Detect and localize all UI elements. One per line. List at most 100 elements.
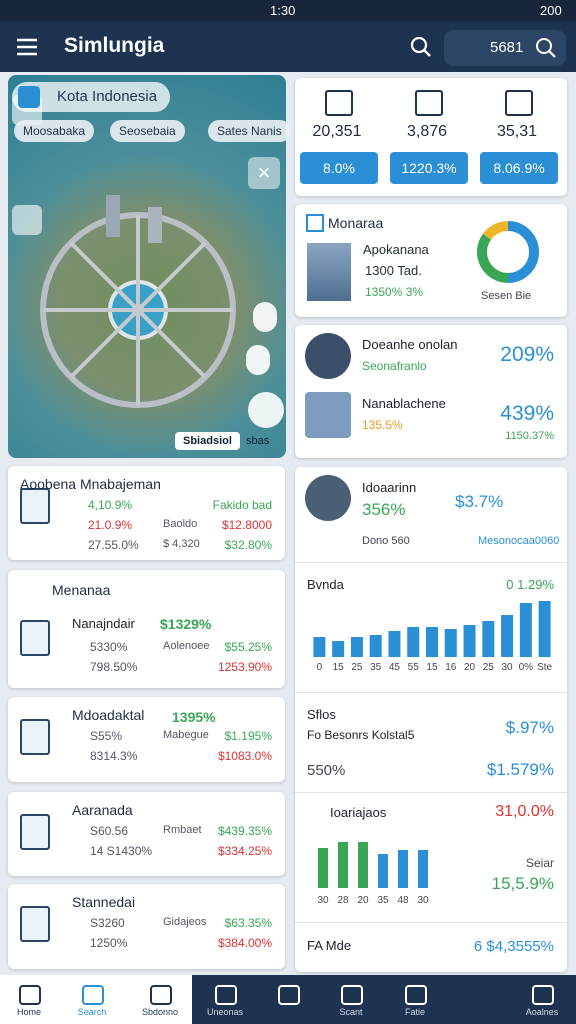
kpi-sub: Seonafranlo bbox=[362, 359, 427, 373]
stat-badge[interactable]: 8.06.9% bbox=[480, 152, 558, 184]
bar bbox=[318, 848, 328, 888]
person-change: $3.7% bbox=[455, 492, 504, 511]
bar bbox=[538, 601, 551, 657]
summary-value: 15,5.9% bbox=[491, 874, 554, 893]
map-chip[interactable]: Moosabaka bbox=[14, 120, 95, 142]
footer-label: FA Mde bbox=[307, 938, 352, 953]
row-label: Gidajeos bbox=[163, 916, 207, 928]
summary-card bbox=[8, 570, 285, 688]
nav-bar-left bbox=[0, 975, 192, 1024]
stat-value: 20,351 bbox=[312, 123, 362, 140]
sales-line: Fo Besonrs Kolstal5 bbox=[307, 728, 415, 742]
nav-icon[interactable] bbox=[405, 985, 427, 1005]
stat-icon bbox=[415, 90, 443, 116]
bar bbox=[369, 635, 382, 657]
row-amount: $1.195% bbox=[224, 729, 272, 743]
person-name: Idoaarinn bbox=[362, 480, 417, 495]
avatar-image bbox=[305, 475, 351, 521]
donut-line: 1350% 3% bbox=[365, 285, 424, 299]
donut-segment bbox=[477, 233, 509, 283]
stat-icon bbox=[505, 90, 533, 116]
nav-label[interactable]: Aoalnes bbox=[525, 1007, 559, 1017]
card-value: $1329% bbox=[160, 616, 212, 632]
summary-card bbox=[8, 697, 285, 782]
nav-label[interactable]: Home bbox=[16, 1007, 41, 1017]
divider bbox=[295, 922, 567, 923]
map-chip[interactable]: Seosebaia bbox=[110, 120, 185, 142]
donut-legend: Sesen Bie bbox=[481, 290, 532, 302]
bar bbox=[426, 627, 438, 657]
nav-icon[interactable] bbox=[19, 985, 41, 1005]
card-title: Monaraa bbox=[328, 215, 384, 231]
sales-title: Sflos bbox=[307, 707, 336, 722]
nav-icon[interactable] bbox=[341, 985, 363, 1005]
stat-badge[interactable]: 1220.3% bbox=[390, 152, 468, 184]
x-tick-label: 15 bbox=[426, 662, 438, 673]
row-label: Rmbaet bbox=[163, 824, 202, 836]
nav-label[interactable]: Search bbox=[77, 1007, 107, 1017]
chart-title: Bvnda bbox=[307, 577, 344, 592]
divider bbox=[295, 792, 567, 793]
search-pill[interactable] bbox=[444, 30, 566, 66]
stat-value: 35,31 bbox=[496, 123, 538, 140]
x-tick-label: 0 bbox=[316, 662, 323, 673]
search-icon bbox=[536, 38, 556, 58]
person-footer: Dono 560 bbox=[362, 535, 410, 547]
x-tick-label: 45 bbox=[388, 662, 400, 673]
nav-icon[interactable] bbox=[278, 985, 300, 1005]
card-title: Aaranada bbox=[72, 802, 133, 818]
x-tick-label: 15 bbox=[332, 662, 344, 673]
donut-line: 1300 Tad. bbox=[365, 263, 422, 278]
donut-chart bbox=[477, 221, 539, 283]
row-amount: $439.35% bbox=[217, 824, 272, 838]
donut-label: Apokanana bbox=[363, 242, 429, 257]
nav-icon[interactable] bbox=[82, 985, 104, 1005]
row-amount: $1083.0% bbox=[217, 749, 272, 763]
x-tick-label: 55 bbox=[407, 662, 419, 673]
card-icon bbox=[20, 906, 50, 942]
search-button[interactable] bbox=[410, 36, 432, 58]
map-footer-note: sbas bbox=[246, 435, 270, 447]
bar bbox=[501, 615, 514, 657]
card-icon bbox=[20, 719, 50, 755]
nav-label[interactable]: Sbdonno bbox=[141, 1007, 179, 1017]
nav-label[interactable]: Scant bbox=[339, 1007, 363, 1017]
row-value: S60.56 bbox=[90, 824, 129, 838]
row-label: Baoldo bbox=[163, 518, 198, 530]
summary-label: Seiar bbox=[525, 856, 554, 870]
bar bbox=[358, 842, 368, 888]
map-illustration bbox=[40, 195, 284, 428]
bar bbox=[378, 854, 388, 888]
kpi-value: 439% bbox=[500, 402, 554, 425]
bar-chart bbox=[318, 842, 428, 888]
map-close-button[interactable]: × bbox=[248, 157, 280, 189]
nav-icon[interactable] bbox=[532, 985, 554, 1005]
nav-icon[interactable] bbox=[150, 985, 172, 1005]
chart-subtitle: 31,0.0% bbox=[495, 803, 554, 820]
menu-button[interactable] bbox=[16, 38, 38, 56]
nav-label[interactable]: Uneonas bbox=[206, 1007, 244, 1017]
map-chip[interactable]: Sates Nanis bbox=[208, 120, 291, 142]
row-value: 1250% bbox=[90, 936, 128, 950]
chart-title: Ioariajaos bbox=[330, 805, 387, 820]
status-bar bbox=[0, 0, 576, 22]
map-footer: Sbiadsiol bbox=[175, 432, 240, 450]
x-tick-label: 35 bbox=[377, 895, 389, 906]
row-amount: $63.35% bbox=[224, 916, 272, 930]
map-locate-button[interactable] bbox=[12, 205, 42, 235]
battery-level: 200 bbox=[540, 3, 562, 18]
x-tick-label: 0% bbox=[518, 662, 534, 673]
map-title[interactable]: Kota Indonesia bbox=[12, 82, 170, 112]
row-label: $ 4,320 bbox=[163, 538, 200, 550]
card-title: Mdoadaktal bbox=[72, 707, 145, 723]
bar bbox=[463, 625, 476, 657]
stat-value: 3,876 bbox=[406, 123, 448, 140]
row-value: 21.0.9% bbox=[88, 518, 133, 532]
nav-label[interactable]: Fatie bbox=[404, 1007, 425, 1017]
summary-card bbox=[8, 466, 285, 560]
nav-icon[interactable] bbox=[215, 985, 237, 1005]
stat-badge[interactable]: 8.0% bbox=[300, 152, 378, 184]
stat-icon bbox=[325, 90, 353, 116]
bar bbox=[418, 850, 428, 888]
